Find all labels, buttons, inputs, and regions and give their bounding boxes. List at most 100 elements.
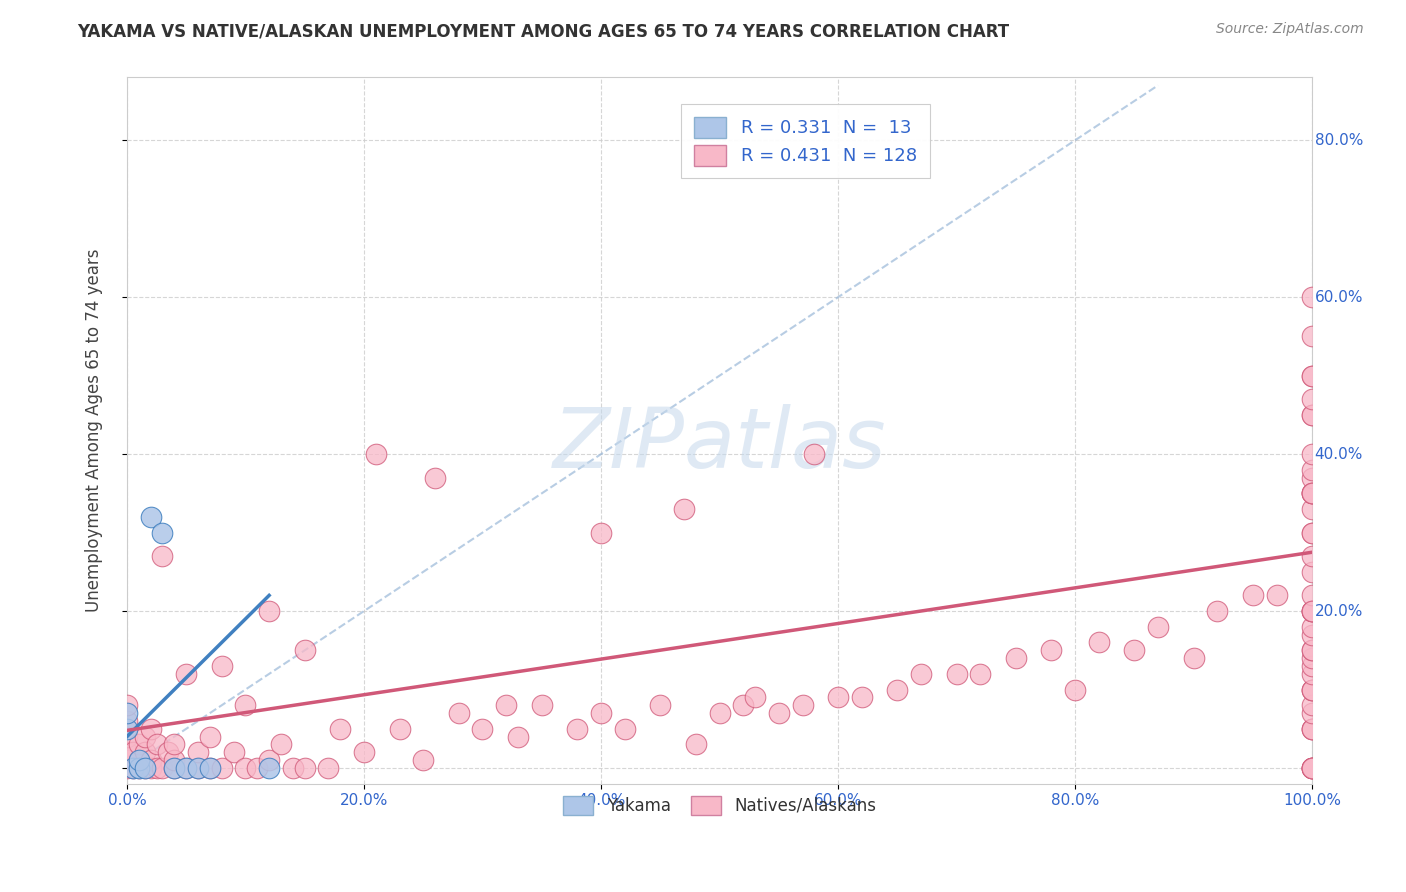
Point [1301,761,1323,775]
Point [128,738,150,752]
Point [134,730,156,744]
Text: 60.0%: 60.0% [1315,290,1362,305]
Point [1301,761,1323,775]
Point [174,666,197,681]
Point [1301,722,1323,736]
Point [163,761,186,775]
Point [364,447,387,461]
Point [270,738,292,752]
Point [121,761,143,775]
Point [1182,651,1205,665]
Point [1301,604,1323,618]
Point [886,682,908,697]
Point [1301,486,1323,500]
Point [1301,486,1323,500]
Point [1301,682,1323,697]
Point [157,745,180,759]
Point [1301,471,1323,485]
Point [187,745,209,759]
Point [733,698,755,713]
Point [174,761,197,775]
Point [851,690,873,705]
Point [1301,486,1323,500]
Point [1301,604,1323,618]
Point [1301,368,1323,383]
Point [388,722,411,736]
Point [827,690,849,705]
Point [768,706,790,720]
Point [187,761,209,775]
Point [1301,682,1323,697]
Point [174,761,197,775]
Point [246,761,269,775]
Point [1301,486,1323,500]
Point [145,761,167,775]
Point [1301,651,1323,665]
Point [115,745,138,759]
Point [1301,604,1323,618]
Point [1040,643,1063,657]
Point [495,698,517,713]
Point [115,714,138,728]
Point [1301,722,1323,736]
Point [1301,604,1323,618]
Point [353,745,375,759]
Point [1301,525,1323,540]
Text: Source: ZipAtlas.com: Source: ZipAtlas.com [1216,22,1364,37]
Point [1301,447,1323,461]
Point [1301,643,1323,657]
Point [1301,620,1323,634]
Point [115,722,138,736]
Point [1301,408,1323,422]
Point [257,753,280,767]
Text: 40.0%: 40.0% [1315,447,1362,462]
Point [1301,682,1323,697]
Point [1301,627,1323,641]
Point [1301,463,1323,477]
Point [1301,525,1323,540]
Point [792,698,814,713]
Point [1301,588,1323,602]
Point [1301,761,1323,775]
Text: 80.0%: 80.0% [1315,133,1362,148]
Point [530,698,553,713]
Point [567,722,589,736]
Point [589,525,612,540]
Point [1301,368,1323,383]
Point [685,738,707,752]
Point [128,753,150,767]
Point [1301,706,1323,720]
Point [128,761,150,775]
Point [1241,588,1264,602]
Point [1301,502,1323,516]
Point [329,722,352,736]
Point [1301,761,1323,775]
Point [115,706,138,720]
Point [152,525,174,540]
Point [115,761,138,775]
Point [152,549,174,563]
Point [121,761,143,775]
Point [257,761,280,775]
Point [235,761,257,775]
Point [115,698,138,713]
Point [672,502,695,516]
Point [139,722,162,736]
Point [198,730,221,744]
Point [115,753,138,767]
Point [1301,659,1323,673]
Point [134,761,156,775]
Point [1301,408,1323,422]
Text: 20.0%: 20.0% [1315,604,1362,618]
Point [222,745,245,759]
Point [211,761,233,775]
Point [235,698,257,713]
Point [1088,635,1111,649]
Point [128,753,150,767]
Point [294,643,316,657]
Point [744,690,766,705]
Point [1301,722,1323,736]
Point [163,738,186,752]
Y-axis label: Unemployment Among Ages 65 to 74 years: Unemployment Among Ages 65 to 74 years [86,249,103,612]
Point [1005,651,1028,665]
